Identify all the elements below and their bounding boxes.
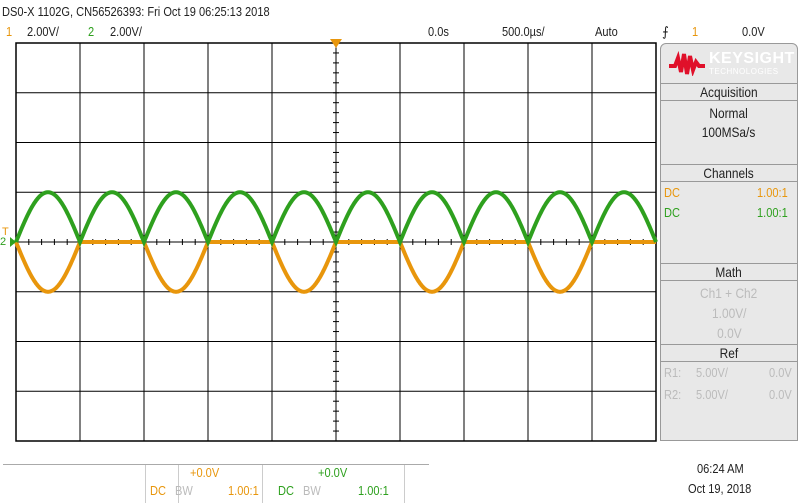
footer-sep [178, 465, 179, 503]
acq-rate-text: 100MSa/s [702, 124, 756, 140]
r1-scale: 5.00V/ [696, 365, 728, 380]
ch2-ground-marker[interactable]: 2 [0, 236, 7, 248]
side-panel: KEYSIGHT TECHNOLOGIES Acquisition Normal… [660, 43, 798, 441]
rising-edge-icon: ⨍ [662, 24, 669, 39]
trigger-level[interactable]: 0.0V [742, 24, 765, 39]
acquisition-title: Acquisition [700, 84, 758, 100]
math-header[interactable]: Math [661, 263, 797, 281]
r2-offset: 0.0V [769, 387, 792, 402]
keysight-wave-icon [669, 50, 705, 78]
math-offset: 0.0V [716, 325, 742, 341]
acq-rate: 100MSa/s [661, 124, 797, 140]
ref-title: Ref [719, 345, 739, 361]
r2-name: R2: [664, 387, 682, 402]
r2-scale: 5.00V/ [696, 387, 728, 402]
acquisition-header[interactable]: Acquisition [661, 83, 797, 101]
ch1-coupling: DC [664, 185, 680, 200]
ch1-scale[interactable]: 2.00V/ [27, 24, 59, 39]
ref-header[interactable]: Ref [661, 344, 797, 362]
footer-sep [262, 465, 263, 503]
ch2-waveform [14, 190, 658, 248]
r1-name: R1: [664, 365, 682, 380]
math-expr: Ch1 + Ch2 [700, 285, 758, 301]
acq-mode-text: Normal [709, 105, 749, 121]
footer-ch1[interactable]: +0.0V DC BW 1.00:1 [150, 465, 260, 503]
logo-sub: TECHNOLOGIES [709, 67, 779, 76]
ch2-coupling: DC [664, 205, 680, 220]
ch2-offset: +0.0V [318, 465, 348, 480]
ch2-probe: 1.00:1 [757, 205, 788, 220]
ch2-ground-arrow-icon [10, 237, 16, 247]
ch2-label[interactable]: 2 [88, 24, 95, 39]
trigger-level-marker[interactable]: T [2, 226, 9, 238]
math-scale: 1.00V/ [711, 305, 747, 321]
time-scale[interactable]: 500.0µs/ [502, 24, 545, 39]
math-title: Math [715, 264, 743, 280]
footer-sep [404, 465, 405, 503]
ch1-footer-coupling: DC [150, 483, 166, 498]
r1-offset: 0.0V [769, 365, 792, 380]
ch1-offset: +0.0V [190, 465, 220, 480]
ch2-scale[interactable]: 2.00V/ [110, 24, 142, 39]
footer-ch2[interactable]: +0.0V DC BW 1.00:1 [278, 465, 398, 503]
trigger-source[interactable]: 1 [692, 24, 699, 39]
waveform-display[interactable] [0, 0, 660, 450]
keysight-logo: KEYSIGHT TECHNOLOGIES [667, 50, 794, 81]
clock-time: 06:24 AM [697, 461, 744, 476]
screen-title: DS0-X 1102G, CN56526393: Fri Oct 19 06:2… [2, 4, 270, 19]
footer-sep [145, 465, 146, 503]
ch1-footer-bw: BW [175, 483, 193, 498]
clock-date: Oct 19, 2018 [688, 481, 752, 496]
trigger-mode[interactable]: Auto [595, 24, 618, 39]
acq-mode: Normal [661, 105, 797, 121]
ch1-footer-probe: 1.00:1 [228, 483, 259, 498]
logo-brand: KEYSIGHT [709, 50, 795, 67]
ch1-probe: 1.00:1 [757, 185, 788, 200]
ch1-label[interactable]: 1 [6, 24, 13, 39]
time-offset[interactable]: 0.0s [428, 24, 449, 39]
ch2-footer-bw: BW [303, 483, 321, 498]
channels-header[interactable]: Channels [661, 164, 797, 182]
ch2-footer-probe: 1.00:1 [358, 483, 389, 498]
channels-title: Channels [703, 165, 755, 181]
ch2-footer-coupling: DC [278, 483, 294, 498]
footer-divider [3, 464, 429, 465]
trigger-position-marker [330, 39, 342, 48]
